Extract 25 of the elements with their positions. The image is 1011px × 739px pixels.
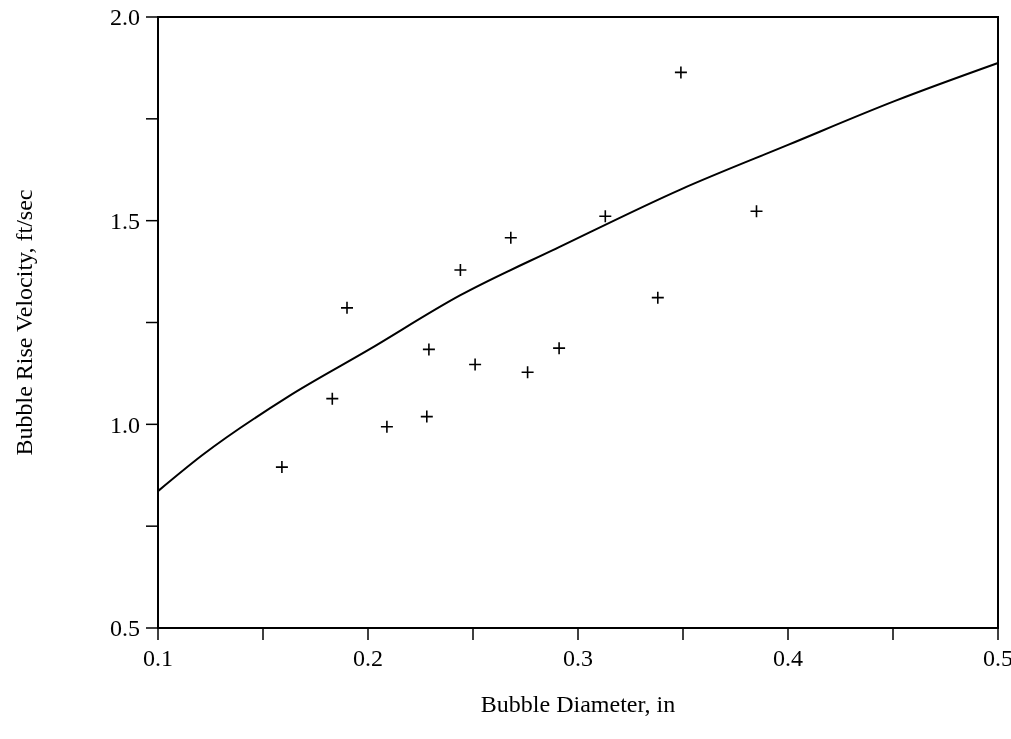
x-axis-title: Bubble Diameter, in [480, 691, 676, 717]
point [380, 419, 394, 434]
x-tick-label: 0.3 [563, 645, 593, 671]
point [340, 301, 354, 315]
point [504, 230, 518, 245]
point [651, 290, 665, 305]
point [420, 409, 434, 424]
point [674, 65, 688, 80]
point [520, 365, 535, 379]
y-tick-label: 1.0 [110, 411, 140, 438]
point [275, 460, 289, 474]
point [422, 342, 436, 357]
y-tick-label: 1.5 [110, 208, 140, 235]
point [749, 204, 764, 219]
x-tick-label: 0.1 [143, 645, 173, 671]
point [453, 263, 468, 277]
y-tick-label: 0.5 [110, 615, 140, 642]
point [598, 209, 613, 223]
y-axis-title: Bubble Rise Velocity, ft/sec [11, 189, 37, 456]
x-tick-label: 0.2 [353, 645, 383, 671]
point [552, 341, 566, 355]
point [325, 391, 340, 406]
x-tick-label: 0.4 [773, 645, 803, 671]
point [468, 357, 482, 372]
y-tick-label: 2.0 [110, 4, 140, 31]
